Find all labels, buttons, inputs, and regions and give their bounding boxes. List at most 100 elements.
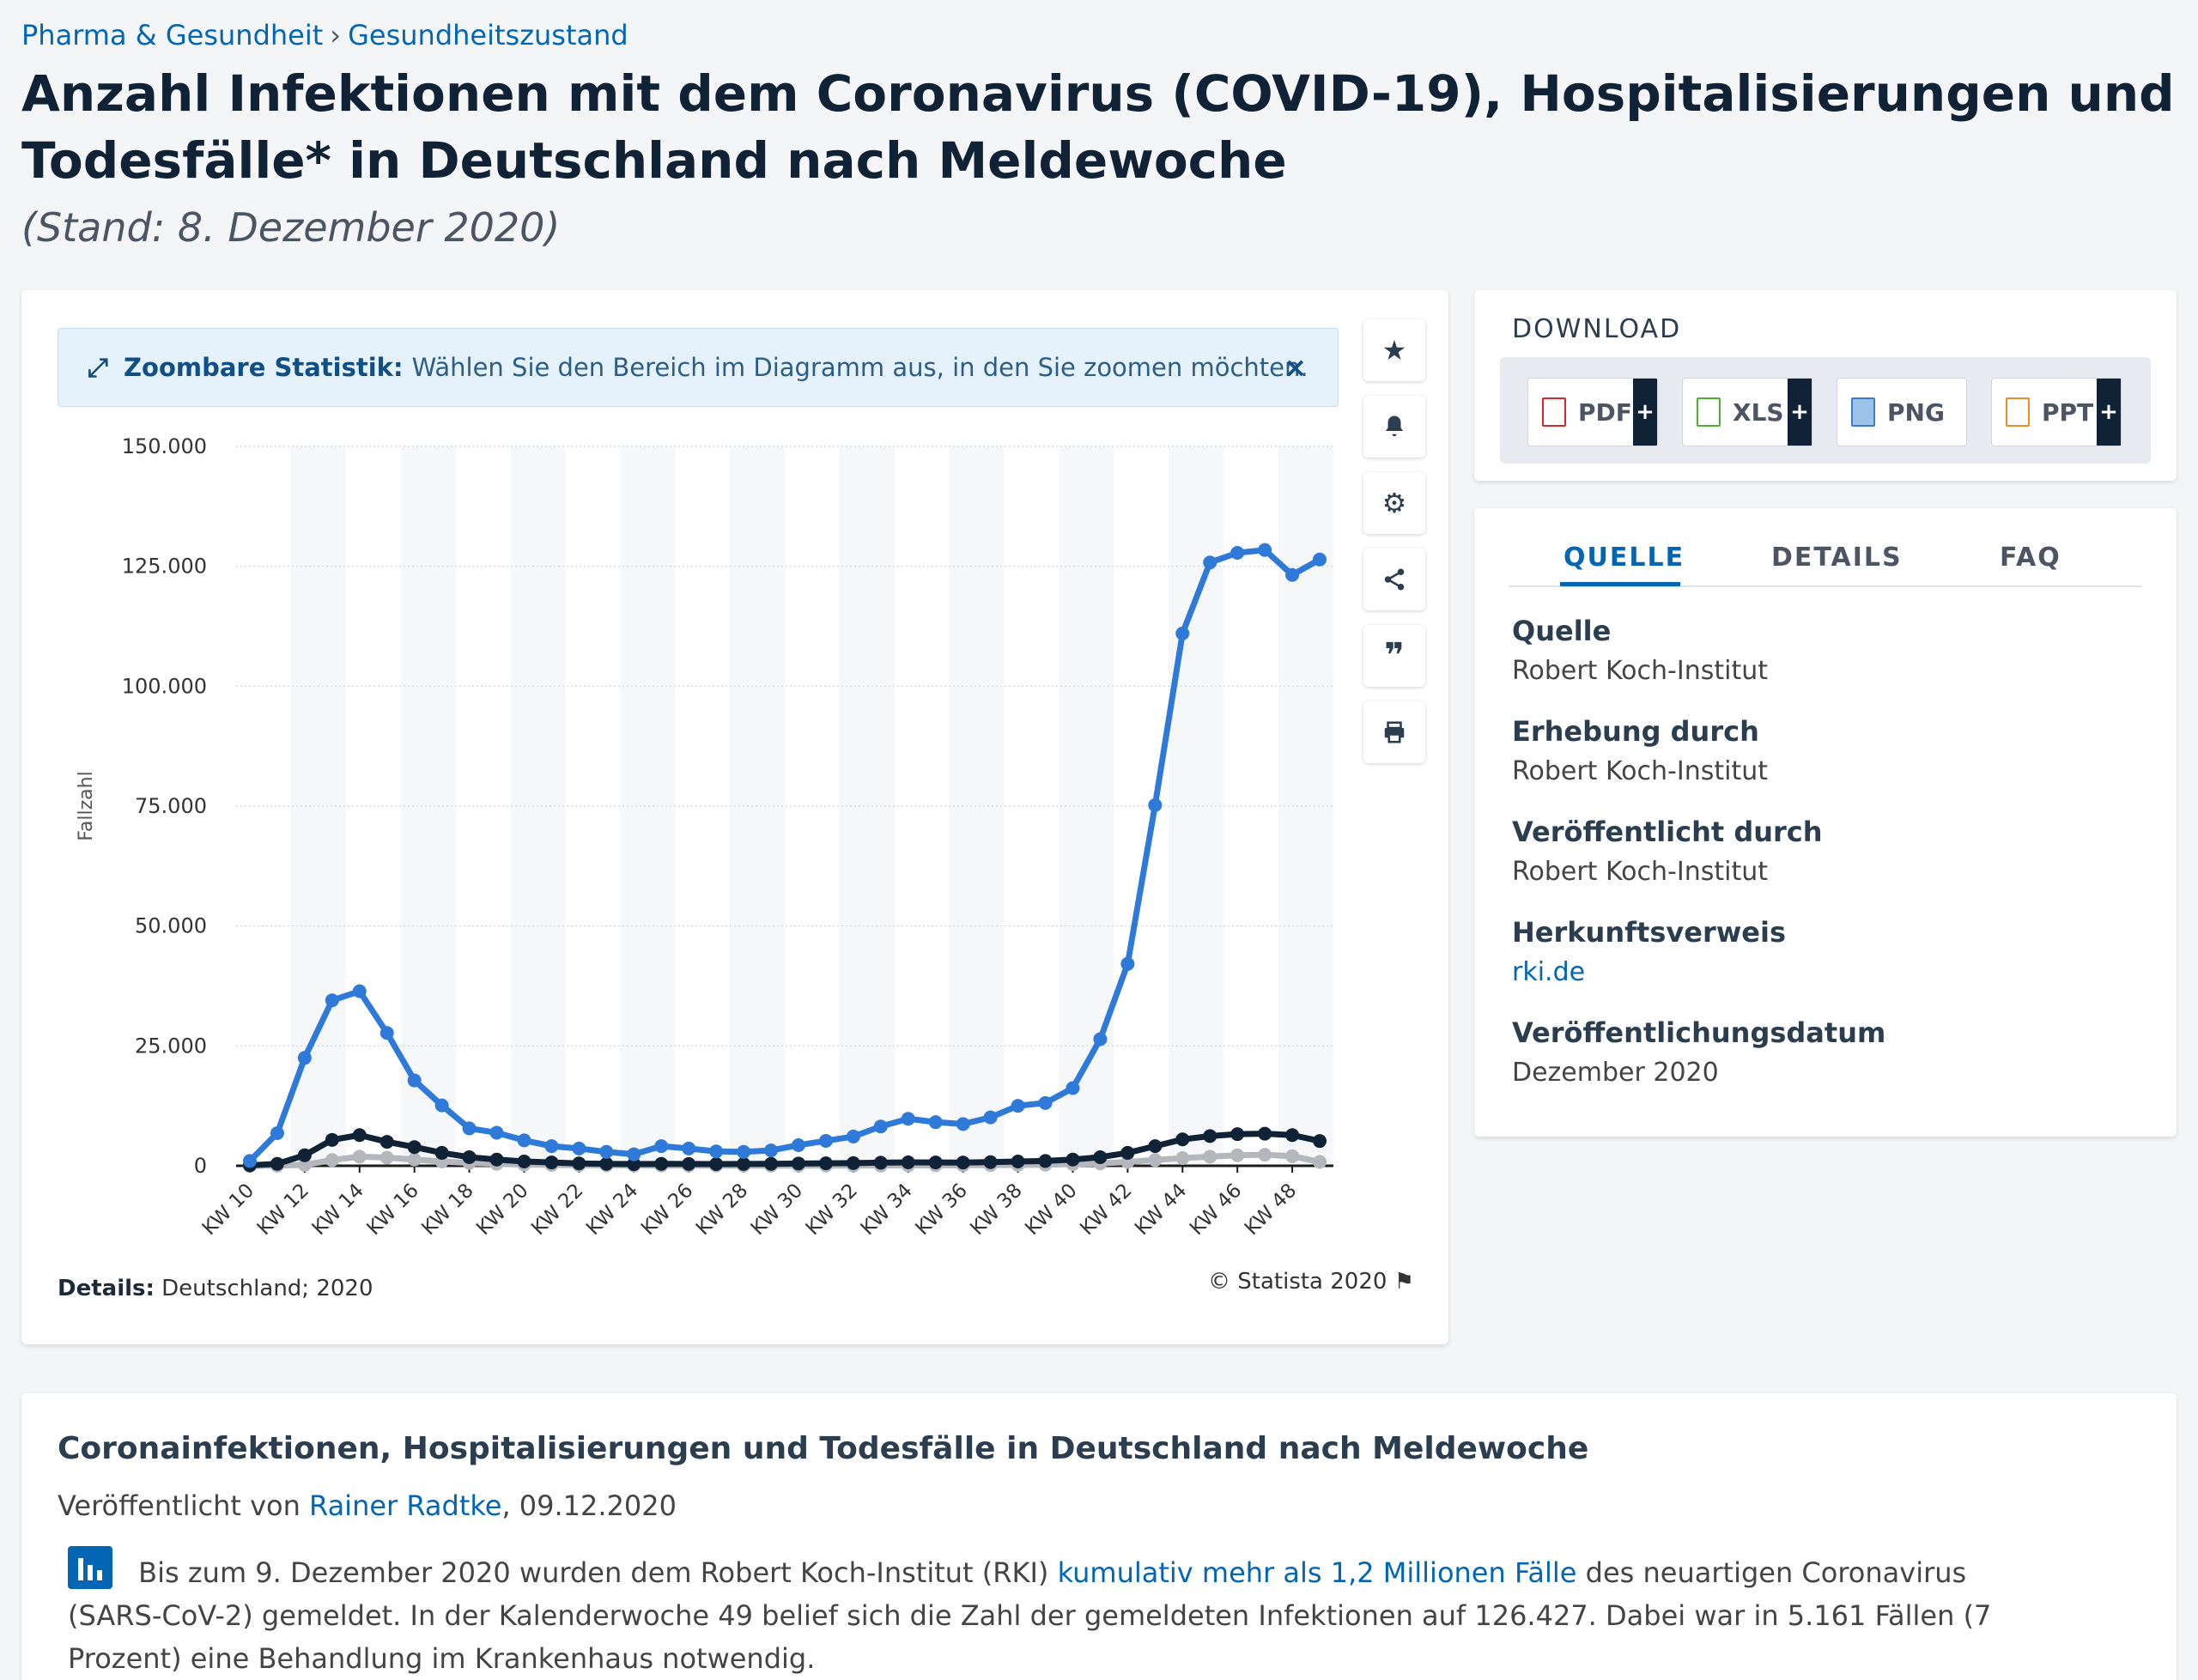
star-icon[interactable]: ★: [1363, 319, 1425, 381]
data-point: [956, 1155, 970, 1170]
data-point: [1066, 1081, 1080, 1095]
print-icon[interactable]: [1363, 701, 1425, 763]
download-pdf-button[interactable]: PDF +: [1527, 378, 1658, 446]
data-point: [1258, 543, 1272, 557]
data-point: [1230, 1148, 1245, 1162]
x-tick-label: KW 38: [966, 1180, 1026, 1240]
data-point: [462, 1121, 477, 1136]
data-point: [544, 1139, 559, 1154]
data-point: [1230, 546, 1245, 561]
data-point: [1093, 1032, 1108, 1046]
zoom-banner-label: Zoombare Statistik:: [124, 353, 404, 382]
flag-icon[interactable]: ⚑: [1393, 1269, 1414, 1295]
x-tick-label: KW 24: [582, 1180, 642, 1240]
download-ppt-button[interactable]: PPT +: [1991, 378, 2122, 446]
source-value: Dezember 2020: [1512, 1058, 1719, 1088]
x-tick-label: KW 30: [747, 1180, 807, 1240]
data-point: [1285, 1128, 1300, 1143]
plus-icon[interactable]: +: [2097, 379, 2121, 446]
data-point: [627, 1157, 641, 1172]
data-point: [1038, 1154, 1053, 1168]
png-file-icon: [1851, 397, 1875, 427]
chart-band: [839, 446, 895, 1166]
tab-details[interactable]: DETAILS: [1771, 543, 1903, 573]
breadcrumb-item-pharma[interactable]: Pharma & Gesundheit: [21, 19, 324, 52]
data-point: [983, 1110, 998, 1125]
data-point: [709, 1156, 724, 1171]
author-link[interactable]: Rainer Radtke: [309, 1489, 502, 1522]
data-point: [901, 1112, 915, 1126]
data-point: [489, 1152, 504, 1167]
y-tick-label: 0: [194, 1154, 207, 1178]
y-tick-label: 100.000: [122, 674, 207, 698]
data-point: [1285, 567, 1300, 582]
data-point: [928, 1115, 943, 1130]
chart-band: [730, 446, 785, 1166]
download-xls-button[interactable]: XLS +: [1682, 378, 1812, 446]
source-key: Veröffentlichungsdatum: [1512, 1016, 1886, 1049]
data-point: [1285, 1149, 1300, 1163]
data-point: [846, 1129, 860, 1143]
copyright[interactable]: © Statista 2020 ⚑: [1208, 1269, 1414, 1295]
data-point: [242, 1154, 257, 1168]
bell-icon[interactable]: [1363, 396, 1425, 458]
close-icon[interactable]: ×: [1284, 351, 1307, 384]
data-point: [654, 1139, 669, 1154]
x-tick-label: KW 40: [1021, 1180, 1081, 1240]
x-tick-label: KW 20: [472, 1180, 532, 1240]
download-ppt-label: PPT: [2042, 397, 2094, 427]
tab-quelle[interactable]: QUELLE: [1563, 543, 1685, 573]
article-inline-link[interactable]: kumulativ mehr als 1,2 Millionen Fälle: [1057, 1556, 1577, 1589]
data-point: [1148, 798, 1163, 812]
data-point: [1066, 1152, 1080, 1167]
share-icon[interactable]: [1363, 549, 1425, 610]
x-tick-label: KW 44: [1131, 1180, 1191, 1240]
source-link[interactable]: rki.de: [1512, 957, 1586, 987]
data-point: [325, 993, 339, 1008]
chart[interactable]: 0 25.000 50.000 75.000 100.000 125.000 150.000…: [21, 419, 1361, 1260]
data-point: [818, 1156, 833, 1171]
data-point: [1313, 1155, 1327, 1169]
download-card: DOWNLOAD PDF + XLS + PNG PPT +: [1474, 290, 2177, 481]
download-label: DOWNLOAD: [1512, 314, 1682, 344]
download-xls-label: XLS: [1733, 397, 1784, 427]
source-item: Veröffentlicht durch Robert Koch-Institu…: [1512, 816, 1885, 887]
data-point: [764, 1143, 779, 1158]
chart-band: [400, 446, 456, 1166]
plus-icon[interactable]: +: [1633, 379, 1657, 446]
x-tick-label: KW 16: [362, 1180, 422, 1240]
article-card: Coronainfektionen, Hospitalisierungen un…: [21, 1393, 2177, 1680]
source-item: Veröffentlichungsdatum Dezember 2020: [1512, 1016, 1885, 1088]
y-tick-label: 150.000: [122, 434, 207, 458]
data-point: [297, 1148, 312, 1162]
data-point: [956, 1117, 970, 1131]
data-point: [1258, 1126, 1272, 1141]
x-tick-label: KW 22: [527, 1180, 587, 1240]
copyright-text: © Statista 2020: [1208, 1269, 1387, 1295]
quote-icon[interactable]: ❞: [1363, 625, 1425, 687]
chart-details: Details: Deutschland; 2020: [58, 1276, 373, 1301]
data-point: [1203, 1129, 1217, 1143]
data-point: [928, 1155, 943, 1170]
tab-faq[interactable]: FAQ: [2000, 543, 2061, 573]
data-point: [572, 1141, 586, 1155]
source-item: Quelle Robert Koch-Institut: [1512, 615, 1885, 686]
source-value: Robert Koch-Institut: [1512, 656, 1768, 686]
plus-icon[interactable]: +: [1788, 379, 1812, 446]
source-key: Erhebung durch: [1512, 715, 1759, 748]
data-point: [379, 1026, 394, 1040]
active-tab-indicator: [1560, 582, 1680, 586]
source-key: Veröffentlicht durch: [1512, 816, 1823, 848]
y-tick-label: 50.000: [135, 914, 207, 938]
data-point: [846, 1155, 860, 1170]
data-point: [379, 1150, 394, 1165]
data-point: [434, 1098, 449, 1113]
gear-icon[interactable]: ⚙: [1363, 472, 1425, 534]
data-point: [1203, 1149, 1217, 1164]
source-item: Erhebung durch Robert Koch-Institut: [1512, 715, 1885, 786]
chart-card: ⤢ Zoombare Statistik: Wählen Sie den Ber…: [21, 290, 1448, 1344]
source-value: Robert Koch-Institut: [1512, 857, 1768, 887]
download-png-button[interactable]: PNG: [1837, 378, 1967, 446]
expand-icon: ⤢: [88, 352, 108, 383]
breadcrumb-item-gesundheitszustand[interactable]: Gesundheitszustand: [348, 19, 628, 52]
